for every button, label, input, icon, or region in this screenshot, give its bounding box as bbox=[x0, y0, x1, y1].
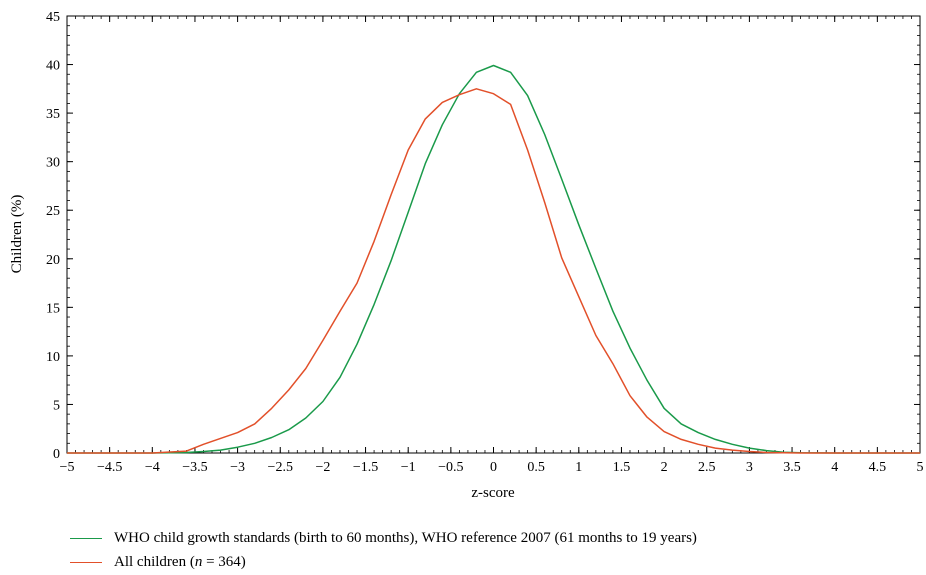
x-tick-label: −5 bbox=[60, 460, 75, 475]
x-tick-label: 4 bbox=[831, 460, 838, 475]
y-tick-label: 45 bbox=[46, 10, 60, 25]
y-tick-label: 40 bbox=[46, 59, 60, 74]
y-tick-label: 10 bbox=[46, 350, 60, 365]
x-tick-label: −1.5 bbox=[353, 460, 378, 475]
x-tick-label: −3 bbox=[230, 460, 245, 475]
line-chart: −5 −4.5 −4 −3.5 −3 −2.5 −2 −1.5 −1 −0.5 0 0.5 1 1.5 2 2… bbox=[9, 10, 924, 500]
y-tick-label: 30 bbox=[46, 156, 60, 171]
x-tick-label: 5 bbox=[917, 460, 924, 475]
x-tick-label: −4 bbox=[145, 460, 160, 475]
x-tick-label: 3 bbox=[746, 460, 753, 475]
x-tick-label: 0 bbox=[490, 460, 497, 475]
legend-entry-all-children: All children (n = 364) bbox=[70, 550, 697, 574]
y-tick-label: 25 bbox=[46, 204, 60, 219]
legend-label-who: WHO child growth standards (birth to 60 … bbox=[114, 529, 697, 546]
legend-swatch-who bbox=[70, 537, 102, 539]
legend-swatch-all-children bbox=[70, 561, 102, 563]
y-tick-label: 35 bbox=[46, 107, 60, 122]
legend-entry-who: WHO child growth standards (birth to 60 … bbox=[70, 526, 697, 550]
legend: WHO child growth standards (birth to 60 … bbox=[70, 526, 697, 574]
y-tick-label: 0 bbox=[53, 447, 60, 462]
y-axis-ticks: 0 5 10 15 20 25 30 35 40 45 bbox=[46, 10, 920, 462]
y-axis-label: Children (%) bbox=[9, 195, 25, 274]
y-tick-label: 5 bbox=[53, 398, 60, 413]
x-tick-label: 1 bbox=[575, 460, 582, 475]
y-tick-label: 20 bbox=[46, 253, 60, 268]
x-axis-ticks: −5 −4.5 −4 −3.5 −3 −2.5 −2 −1.5 −1 −0.5 0 0.5 1 1.5 2 2… bbox=[60, 16, 924, 475]
plot-border bbox=[66, 15, 921, 454]
series-lines bbox=[67, 64, 920, 454]
x-tick-label: 3.5 bbox=[783, 460, 801, 475]
x-tick-label: −3.5 bbox=[182, 460, 207, 475]
y-tick-label: 15 bbox=[46, 301, 60, 316]
x-tick-label: −0.5 bbox=[438, 460, 463, 475]
x-tick-label: 2 bbox=[661, 460, 668, 475]
x-axis-label: z-score bbox=[471, 485, 515, 500]
legend-label-all-children: All children (n = 364) bbox=[114, 553, 246, 570]
x-tick-label: 4.5 bbox=[869, 460, 887, 475]
x-tick-label: −2 bbox=[315, 460, 330, 475]
x-tick-label: −2.5 bbox=[268, 460, 293, 475]
x-tick-label: 2.5 bbox=[698, 460, 716, 475]
plot-frame bbox=[66, 15, 921, 454]
x-tick-label: 1.5 bbox=[613, 460, 631, 475]
series-line-all-children bbox=[67, 88, 920, 454]
x-tick-label: −4.5 bbox=[97, 460, 122, 475]
x-tick-label: 0.5 bbox=[527, 460, 545, 475]
series-line-who bbox=[67, 64, 920, 454]
x-tick-label: −1 bbox=[401, 460, 416, 475]
